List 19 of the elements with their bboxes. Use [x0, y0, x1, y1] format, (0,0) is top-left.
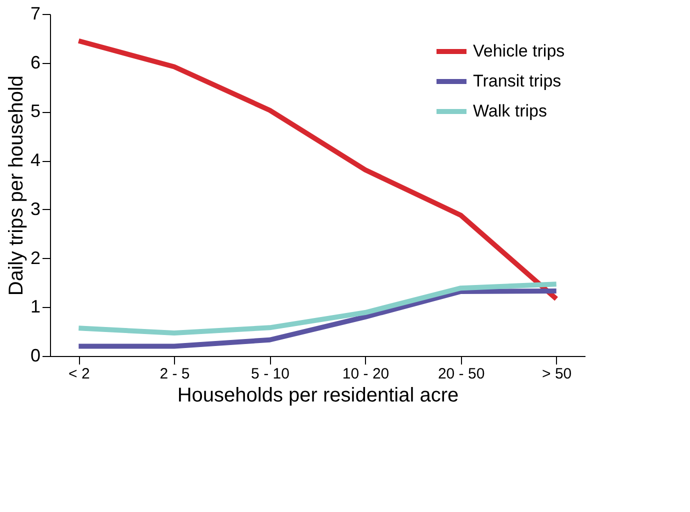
legend-label: Walk trips [473, 102, 547, 120]
y-tick-label: 6 [30, 52, 40, 72]
x-tick-label: < 2 [68, 366, 90, 382]
y-tick-label: 7 [30, 4, 40, 24]
y-tick-label: 4 [30, 150, 40, 170]
x-tick-label: 5 - 10 [251, 366, 290, 382]
x-tick-label: 2 - 5 [160, 366, 190, 382]
y-tick-label: 2 [30, 248, 40, 268]
x-axis-title: Households per residential acre [177, 384, 459, 406]
x-tick-label: 20 - 50 [438, 366, 485, 382]
y-axis-title: Daily trips per household [5, 75, 28, 296]
y-tick-label: 3 [30, 198, 40, 219]
y-tick-label: 1 [30, 296, 40, 317]
legend-label: Transit trips [473, 72, 562, 90]
x-tick-label: 10 - 20 [342, 366, 390, 382]
x-tick-label: > 50 [542, 366, 572, 382]
legend-label: Vehicle trips [473, 42, 565, 60]
y-tick-label: 0 [30, 346, 40, 366]
y-tick-label: 5 [30, 101, 40, 122]
